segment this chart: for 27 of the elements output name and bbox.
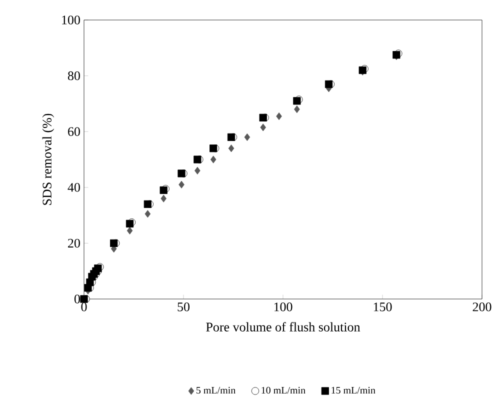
point	[276, 112, 282, 120]
y-tick-label: 40	[68, 183, 80, 192]
x-axis-title: Pore volume of flush solution	[206, 322, 360, 332]
x-tick-label: 200	[472, 302, 492, 312]
point	[160, 194, 167, 202]
x-tick-label: 100	[274, 302, 292, 312]
point	[194, 166, 200, 174]
point	[244, 133, 250, 141]
point	[144, 210, 151, 218]
point	[260, 124, 266, 132]
point	[178, 180, 184, 188]
legend-label: 15 mL/min	[332, 386, 376, 394]
x-tick-label: 150	[374, 302, 392, 312]
y-tick-label: 80	[68, 71, 80, 80]
point	[210, 156, 216, 164]
y-tick-label: 20	[68, 238, 80, 248]
x-tick-label: 0	[81, 302, 87, 312]
x-tick-label: 50	[178, 302, 190, 312]
legend-label: 10 mL/min	[262, 386, 306, 394]
y-tick-label: 60	[68, 127, 80, 136]
y-tick-label: 0	[74, 294, 80, 304]
point	[228, 144, 234, 152]
legend-label: 5 mL/min	[196, 386, 236, 394]
point	[126, 226, 133, 234]
y-tick-label: 100	[62, 16, 80, 24]
point	[294, 105, 300, 114]
y-axis-title: SDS removal (%)	[42, 114, 54, 205]
